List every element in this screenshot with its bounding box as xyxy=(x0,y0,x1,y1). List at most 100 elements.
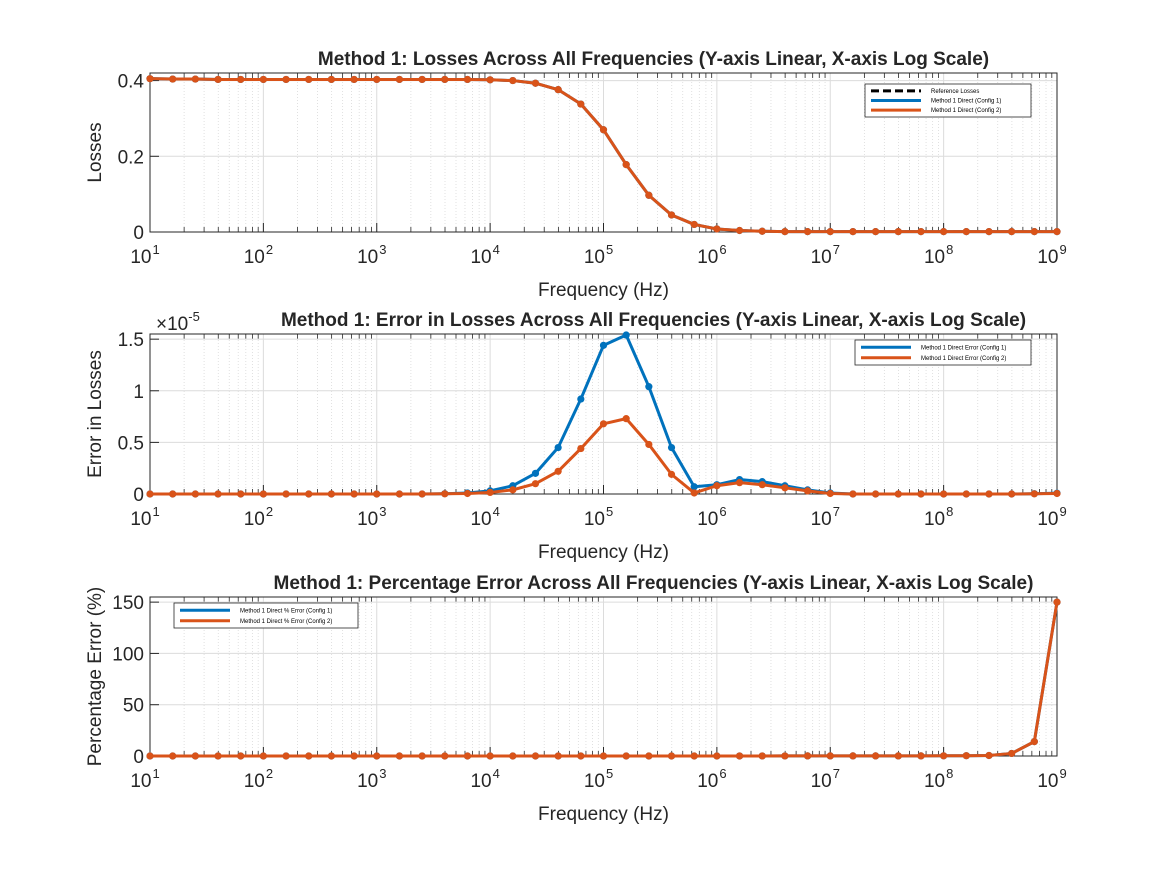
data-point xyxy=(962,752,970,760)
data-point xyxy=(940,228,948,236)
data-point xyxy=(599,420,608,428)
data-point xyxy=(463,489,472,498)
data-point xyxy=(305,75,313,84)
data-point xyxy=(554,752,562,760)
x-axis-label: Frequency (Hz) xyxy=(538,542,669,563)
data-point xyxy=(395,75,404,84)
x-tick-label: 104 xyxy=(470,242,499,268)
x-tick-label: 102 xyxy=(244,242,273,268)
data-point xyxy=(441,752,449,760)
data-point xyxy=(282,490,290,498)
data-point xyxy=(803,487,812,495)
x-tick-label: 101 xyxy=(130,242,159,268)
x-tick-exponent: 3 xyxy=(379,504,386,519)
data-point xyxy=(169,490,177,498)
data-point xyxy=(667,470,676,478)
data-point xyxy=(962,490,970,498)
data-point xyxy=(327,752,335,760)
data-point xyxy=(146,75,154,83)
data-point xyxy=(509,752,517,760)
x-tick-label: 102 xyxy=(244,766,273,792)
data-point xyxy=(146,752,154,760)
data-point xyxy=(1030,490,1038,498)
data-point xyxy=(849,490,857,498)
x-tick-exponent: 9 xyxy=(1059,242,1066,257)
x-tick-label: 103 xyxy=(357,504,386,530)
data-point xyxy=(826,228,834,236)
data-point xyxy=(599,341,608,349)
data-point xyxy=(463,75,472,84)
data-point xyxy=(531,480,540,488)
legend-entry: Method 1 Direct Error (Config 1) xyxy=(921,345,1006,351)
data-point xyxy=(894,228,902,236)
data-point xyxy=(690,220,698,229)
data-point xyxy=(803,752,812,760)
x-tick-label: 108 xyxy=(924,766,953,792)
data-point xyxy=(259,752,267,760)
legend: Method 1 Direct % Error (Config 1) Method… xyxy=(173,602,359,629)
data-point xyxy=(781,484,789,492)
x-tick-label: 101 xyxy=(130,766,159,792)
data-point xyxy=(169,752,177,760)
data-point xyxy=(1030,738,1038,746)
data-point xyxy=(894,490,902,498)
x-tick-label: 109 xyxy=(1037,504,1066,530)
y-tick-label: 0.2 xyxy=(118,147,144,168)
panel-2: 101 102 103 104 105 106 107 108 109 0 0.5 1 1.5 ×10-5… xyxy=(85,309,1067,563)
x-tick-exponent: 4 xyxy=(493,504,500,519)
grid xyxy=(149,597,1058,757)
data-point xyxy=(486,488,494,497)
x-tick-label: 104 xyxy=(470,766,499,792)
x-tick-exponent: 8 xyxy=(946,242,953,257)
x-tick-label: 105 xyxy=(584,766,613,792)
data-point xyxy=(735,752,744,760)
data-point xyxy=(645,440,653,449)
y-tick-label: 150 xyxy=(112,593,144,614)
y-tick-label: 1.5 xyxy=(118,330,144,351)
x-axis-label: Frequency (Hz) xyxy=(538,804,669,825)
legend: Method 1 Direct Error (Config 1) Method 1… xyxy=(854,339,1032,366)
x-tick-exponent: 5 xyxy=(606,766,613,781)
legend-entry: Method 1 Direct (Config 2) xyxy=(931,108,1001,114)
data-point xyxy=(486,76,494,84)
x-tick-exponent: 8 xyxy=(946,766,953,781)
x-tick-label: 106 xyxy=(697,766,726,792)
data-point xyxy=(463,752,472,760)
x-tick-exponent: 5 xyxy=(606,504,613,519)
data-point xyxy=(282,75,290,84)
x-tick-label: 109 xyxy=(1037,766,1066,792)
x-tick-label: 107 xyxy=(811,504,840,530)
data-point xyxy=(577,444,585,453)
y-exponent: -5 xyxy=(188,309,200,324)
x-axis-label: Frequency (Hz) xyxy=(538,280,669,301)
data-point xyxy=(259,75,267,84)
data-point xyxy=(599,126,608,134)
data-point xyxy=(350,752,358,760)
data-point xyxy=(622,752,630,760)
y-tick-label: 100 xyxy=(112,644,144,665)
x-tick-exponent: 1 xyxy=(152,766,159,781)
y-tick-label: 0 xyxy=(133,223,144,244)
data-point xyxy=(781,752,789,760)
data-point xyxy=(531,79,540,87)
data-point xyxy=(577,100,585,108)
data-point xyxy=(305,752,313,760)
data-point xyxy=(758,227,766,235)
x-tick-label: 103 xyxy=(357,242,386,268)
data-point xyxy=(577,752,585,760)
data-point xyxy=(191,490,199,498)
series-2 xyxy=(146,598,1061,760)
data-point xyxy=(985,490,993,498)
panel-1: 101 102 103 104 105 106 107 108 109 0 0.2 0.4 Refere… xyxy=(85,49,1067,301)
data-point xyxy=(214,490,222,498)
data-point xyxy=(1053,228,1061,236)
x-tick-exponent: 1 xyxy=(152,504,159,519)
x-tick-label: 103 xyxy=(357,766,386,792)
data-point xyxy=(826,489,834,498)
x-tick-exponent: 2 xyxy=(266,242,273,257)
data-point xyxy=(191,75,199,83)
data-point xyxy=(622,161,630,169)
legend-entry: Reference Losses xyxy=(931,89,979,95)
x-tick-exponent: 4 xyxy=(493,766,500,781)
x-tick-exponent: 9 xyxy=(1059,504,1066,519)
